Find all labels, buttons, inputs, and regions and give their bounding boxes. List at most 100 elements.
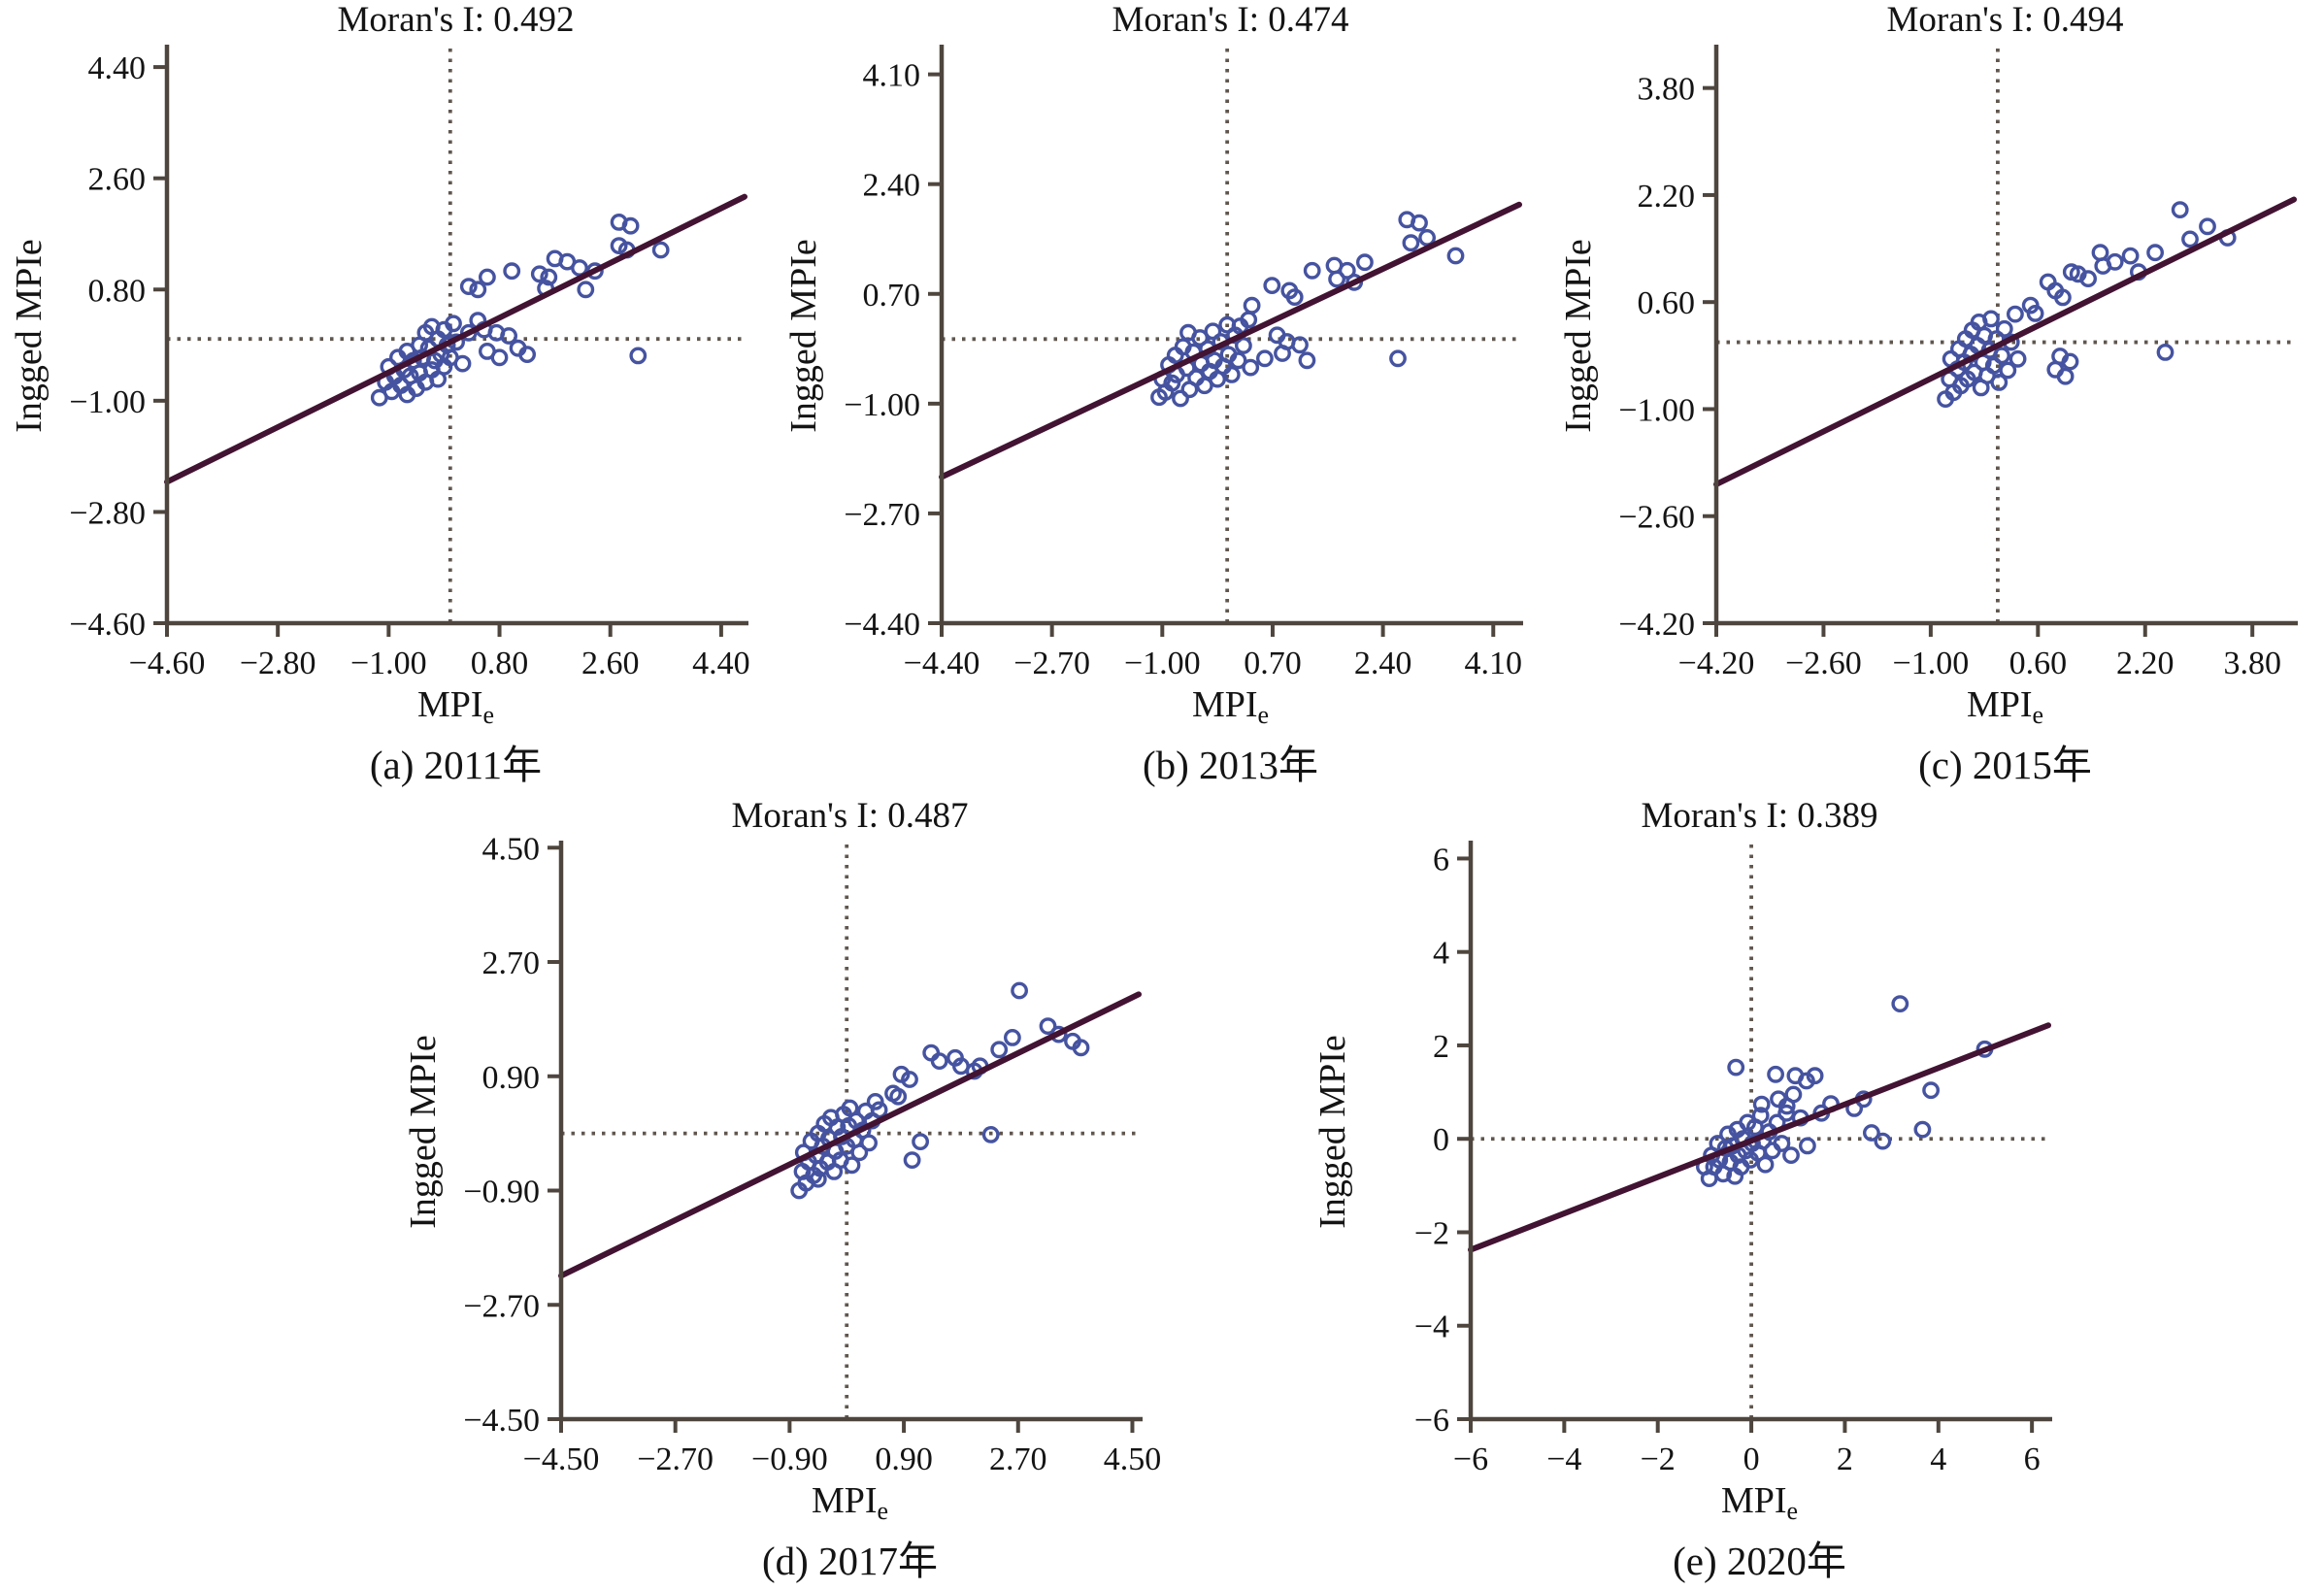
data-point [1222,365,1241,383]
y-tick-label: 0.90 [482,1060,541,1096]
data-point [1345,273,1364,291]
data-point [518,346,536,363]
y-tick-label: 0.60 [1638,285,1696,321]
data-point [1234,337,1252,354]
x-tick-label: −1.00 [350,646,427,681]
data-point [1298,351,1316,370]
data-point [1243,296,1261,315]
regression-line [939,201,1522,480]
x-tick-label: 4 [1930,1441,1946,1477]
data-point [990,1041,1009,1059]
x-tick-label: −4.50 [523,1441,600,1477]
data-point [503,262,521,281]
data-point [577,281,595,299]
data-point [490,348,509,367]
data-point [1411,214,1428,232]
x-tick-label: 3.80 [2223,646,2281,681]
y-tick-label: −4.40 [844,607,920,643]
data-point [1418,228,1436,247]
data-point [1039,1017,1057,1036]
x-axis-label: MPIe [1967,684,2043,729]
x-tick-label: 2.70 [989,1441,1047,1477]
x-tick-label: 2.40 [1354,646,1412,681]
x-tick-label: 0.70 [1244,646,1302,681]
data-point [621,216,640,235]
y-tick-label: 2.60 [88,162,147,198]
data-point [1446,247,1465,265]
data-point [2026,304,2044,322]
chart-2015: −4.20 −2.60 −1.00 0.60 2.20 3.80 3.80 2.20 0.60 −… [1558,0,2298,787]
x-tick-label: 2.60 [581,646,640,681]
y-tick-label: 2.20 [1638,179,1696,215]
x-tick-label: −2.70 [637,1441,714,1477]
data-point [2046,360,2065,379]
data-point [1982,310,2000,328]
panel-title: Moran's I: 0.474 [1112,0,1348,40]
y-tick-label: 4.40 [88,50,147,86]
data-point [459,278,478,295]
regression-line [558,991,1142,1279]
data-point [1285,288,1304,306]
data-point [2006,305,2024,323]
data-point [2121,247,2140,265]
x-tick-label: −2 [1641,1441,1676,1477]
data-point [2156,343,2175,361]
y-tick-label: −2.80 [69,495,146,531]
x-tick-label: −4.60 [129,646,206,681]
x-tick-label: 4.40 [692,646,750,681]
data-point [2054,288,2072,307]
data-point [2171,201,2189,219]
panel-2015: −4.20 −2.60 −1.00 0.60 2.20 3.80 3.80 2.20 0.60 −… [1551,0,2323,794]
data-point [1767,1065,1784,1083]
data-point [453,354,472,373]
panel-caption: (b) 2013年 [1143,743,1318,787]
y-tick-label: 2.40 [863,168,921,204]
y-tick-label: 4.50 [482,831,541,867]
data-point [1756,1155,1775,1174]
x-tick-label: 0.80 [471,646,529,681]
data-point [1874,1132,1892,1150]
x-tick-label: −2.70 [1013,646,1090,681]
data-point [500,327,517,345]
x-tick-label: 4.50 [1104,1441,1162,1477]
data-point [540,268,558,286]
y-tick-label: −4.20 [1618,607,1695,643]
data-point [1806,1067,1824,1085]
data-point [2079,270,2097,287]
x-tick-label: −4.20 [1678,646,1755,681]
y-tick-label: 4 [1433,936,1449,972]
data-point [843,1156,861,1175]
panel-2020: −6 −4 −2 0 2 4 6 6 4 2 0 −2 −4 −6 Moran's I: 0.389 Ingg… [1306,796,2077,1590]
data-point [1402,234,1420,252]
data-point [1072,1039,1090,1057]
data-point [860,1134,878,1152]
y-tick-label: −0.90 [463,1175,540,1210]
x-tick-label: 2.20 [2116,646,2175,681]
data-point [981,1125,1000,1143]
chart-2020: −6 −4 −2 0 2 4 6 6 4 2 0 −2 −4 −6 Moran's I: 0.389 Ingg… [1312,796,2052,1583]
data-point [629,347,647,365]
data-point [1255,349,1274,368]
data-point [1727,1058,1745,1077]
data-point [1782,1146,1800,1164]
chart-2011: −4.60 −2.80 −1.00 0.80 2.60 4.40 4.40 2.60 0.80 −… [9,0,750,787]
data-point [1263,277,1281,294]
data-point [530,265,548,283]
data-point [459,323,478,342]
x-tick-label: 0.90 [875,1441,933,1477]
y-tick-label: 2.70 [482,945,541,981]
x-tick-label: −4.40 [904,646,980,681]
data-point [1993,347,2010,365]
data-point [930,1052,948,1070]
x-tick-label: 2 [1837,1441,1853,1477]
data-point [1913,1120,1932,1139]
panel-title: Moran's I: 0.487 [731,796,968,836]
data-point [1752,1095,1771,1113]
y-axis-label: Ingged MPIe [403,1035,444,1228]
data-point [2199,217,2216,236]
y-tick-label: 0.70 [863,278,921,314]
data-point [1291,336,1309,354]
data-point [1172,389,1189,408]
data-point [2146,244,2164,262]
y-axis-label: Ingged MPIe [1312,1035,1353,1228]
